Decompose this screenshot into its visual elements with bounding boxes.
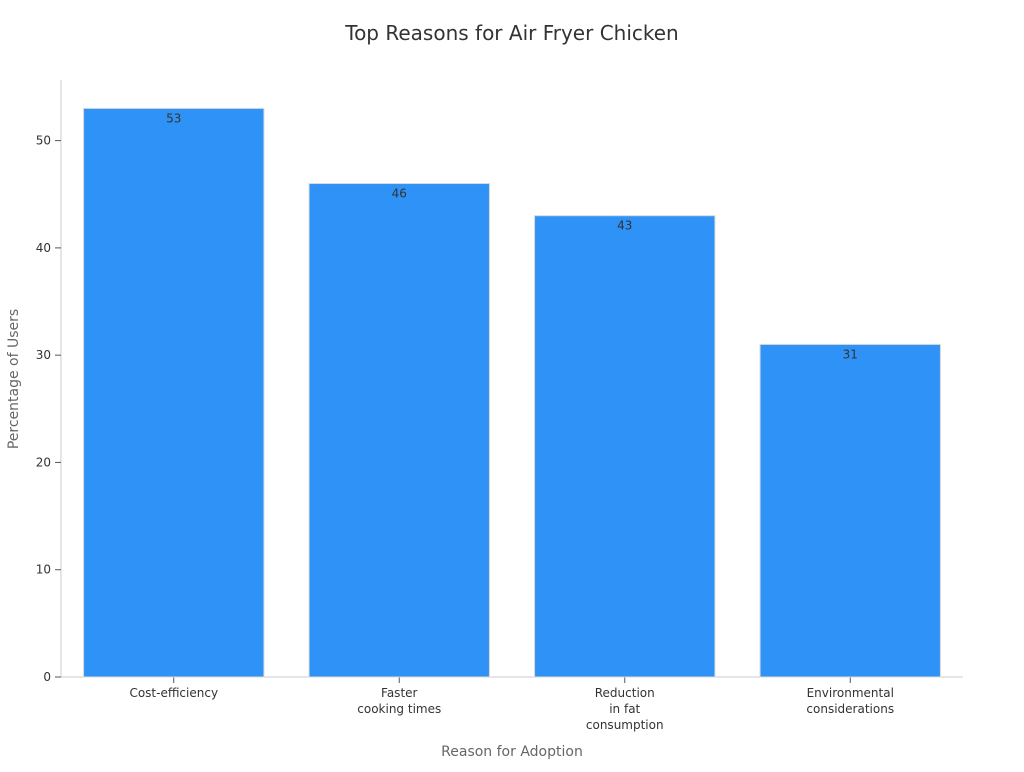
- x-tick-label-line: cooking times: [357, 702, 441, 716]
- y-axis-title: Percentage of Users: [6, 309, 22, 449]
- y-tick-label: 0: [43, 670, 51, 684]
- data-label: 46: [392, 187, 407, 201]
- bar: [759, 343, 941, 678]
- data-label: 31: [843, 347, 858, 361]
- x-tick-label-line: consumption: [586, 718, 664, 732]
- bars: [83, 107, 941, 678]
- y-tick-label: 20: [36, 455, 51, 469]
- x-tick-label-line: considerations: [806, 702, 894, 716]
- x-tick-label: Cost-efficiency: [129, 686, 218, 700]
- x-axis-title: Reason for Adoption: [441, 744, 583, 760]
- x-tick-label-line: Reduction: [595, 686, 655, 700]
- x-tick-label: Faster cooking times: [357, 686, 441, 716]
- bar: [308, 183, 490, 678]
- x-tick-label-line: Faster: [381, 686, 417, 700]
- y-tick-label: 50: [36, 134, 51, 148]
- chart-title: Top Reasons for Air Fryer Chicken: [344, 21, 679, 45]
- y-tick-label: 30: [36, 348, 51, 362]
- data-label: 53: [166, 111, 181, 125]
- x-tick-label: Reduction in fat consumption: [586, 686, 664, 732]
- bar: [83, 107, 265, 678]
- x-tick-label-line: Cost-efficiency: [129, 686, 218, 700]
- y-tick-label: 10: [36, 563, 51, 577]
- axes: 0 10 20 30 40 50 Cost-efficiency Faster cooking …: [36, 80, 963, 732]
- data-label: 43: [617, 219, 632, 233]
- y-tick-label: 40: [36, 241, 51, 255]
- data-labels: 53 46 43 31: [166, 111, 858, 361]
- bar: [534, 215, 716, 678]
- x-tick-label: Environmental considerations: [806, 686, 894, 716]
- x-tick-label-line: in fat: [609, 702, 640, 716]
- x-tick-label-line: Environmental: [807, 686, 894, 700]
